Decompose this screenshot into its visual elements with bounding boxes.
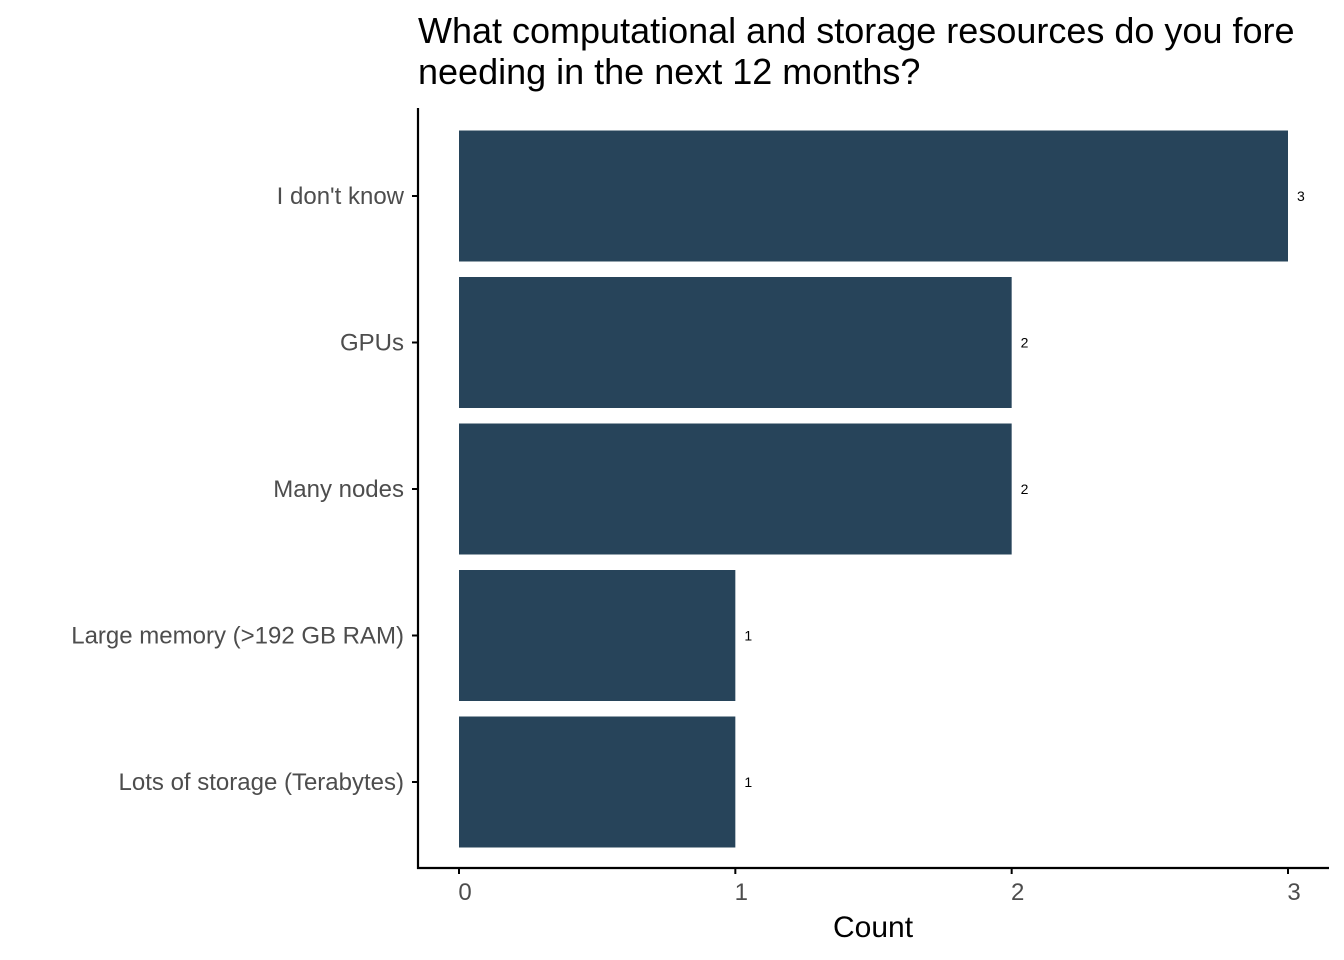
data-label-many-nodes: 2 <box>1021 481 1029 497</box>
data-label-i-don-t-know: 3 <box>1297 188 1305 204</box>
y-tick-label-lots-of-storage-terabytes: Lots of storage (Terabytes) <box>119 769 404 796</box>
y-tick-label-i-don-t-know: I don't know <box>277 183 405 210</box>
bars-layer <box>459 130 1288 848</box>
y-tick-label-large-memory-192-gb-ram: Large memory (>192 GB RAM) <box>71 623 404 650</box>
data-label-large-memory-192-gb-ram: 1 <box>744 628 752 644</box>
chart-title-line-2: needing in the next 12 months? <box>418 51 920 92</box>
x-tick-label-3: 3 <box>1287 879 1300 906</box>
bar-large-memory-192-gb-ram <box>459 570 736 701</box>
x-tick-label-0: 0 <box>458 879 471 906</box>
y-tick-label-many-nodes: Many nodes <box>273 476 404 503</box>
y-ticks-layer: I don't know GPUs Many nodes Large memory (… <box>71 183 418 796</box>
chart-title-line-1: What computational and storage resources… <box>418 10 1295 51</box>
chart-title: What computational and storage resources… <box>418 10 1295 92</box>
x-ticks-layer: 0 1 2 3 <box>458 868 1301 906</box>
bar-lots-of-storage-terabytes <box>459 716 736 848</box>
data-label-lots-of-storage-terabytes: 1 <box>744 774 752 790</box>
bar-gpus <box>459 277 1012 408</box>
y-tick-label-gpus: GPUs <box>340 330 404 357</box>
x-tick-label-2: 2 <box>1011 879 1024 906</box>
bar-many-nodes <box>459 423 1012 555</box>
data-label-gpus: 2 <box>1021 335 1029 351</box>
x-tick-label-1: 1 <box>735 879 748 906</box>
data-labels-layer: 3 2 2 1 1 <box>744 188 1305 790</box>
bar-i-don-t-know <box>459 130 1288 262</box>
x-axis-title: Count <box>833 911 914 944</box>
